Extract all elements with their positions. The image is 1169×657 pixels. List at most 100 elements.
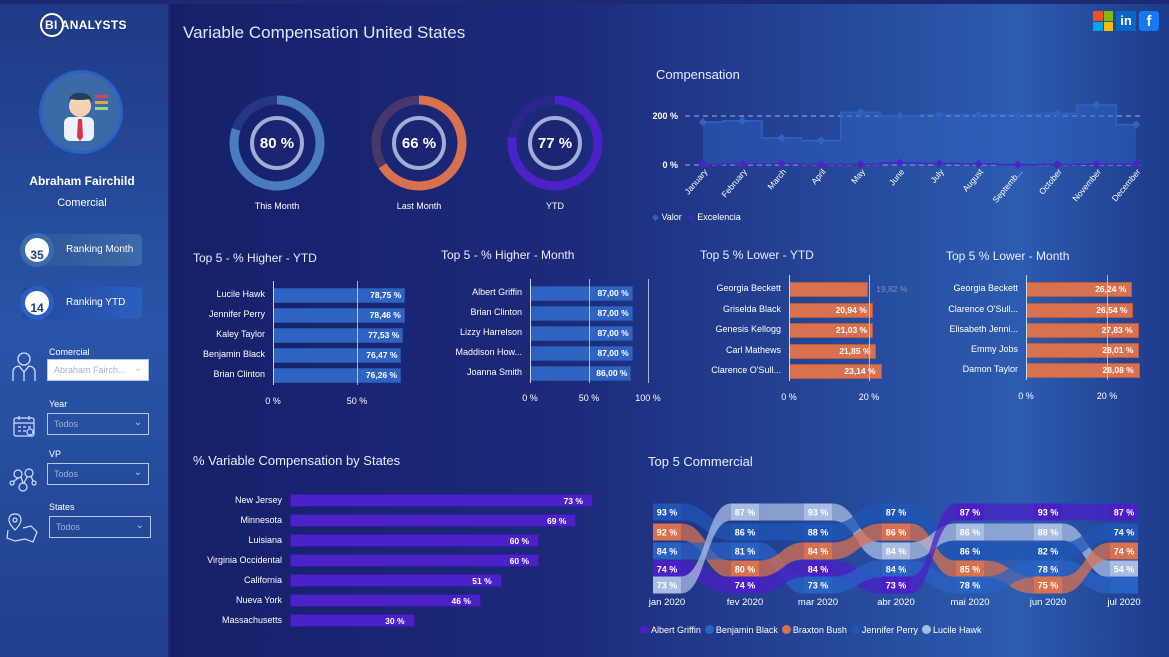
ribbon-block <box>653 523 681 541</box>
legend-dot-icon <box>704 625 714 634</box>
legend-dot-icon <box>850 625 860 634</box>
bar <box>290 554 539 567</box>
profile-role: Comercial <box>57 197 107 209</box>
bar-value: 21,03 % <box>835 325 868 335</box>
ribbon-value: 81 % <box>735 547 756 557</box>
filter-label-vp: VP <box>49 449 62 459</box>
top5-commercial-legend: Albert Griffin Benjamin Black Braxton Bush… <box>640 621 985 639</box>
bar-value: 77,53 % <box>368 330 400 340</box>
ribbon-value: 87 % <box>886 508 907 518</box>
vp-value: Todos <box>54 469 79 479</box>
chevron-down-icon: ⌄ <box>133 467 142 478</box>
chevron-down-icon: ⌄ <box>135 520 144 531</box>
data-point <box>1013 110 1023 120</box>
x-tick-label: fev 2020 <box>727 597 763 608</box>
ribbon-block <box>731 542 759 560</box>
ribbon-block <box>653 542 681 560</box>
x-tick-label: May <box>849 166 867 185</box>
x-tick-label: 100 % <box>635 393 661 403</box>
x-tick-label: jan 2020 <box>648 597 685 608</box>
ribbon-band <box>984 503 1034 521</box>
linkedin-icon[interactable]: in <box>1116 11 1136 31</box>
bar-value: 28,08 % <box>1102 365 1134 375</box>
lower-month-title: Top 5 % Lower - Month <box>946 249 1070 263</box>
x-tick-label: 0 % <box>522 393 538 403</box>
bar-label: Benjamin Black <box>202 349 265 359</box>
bar-value: 20,94 % <box>835 305 867 315</box>
calendar-icon <box>13 416 35 437</box>
ribbon-block <box>1110 523 1138 541</box>
donut-center <box>392 116 446 170</box>
ribbon-value: 93 % <box>657 508 678 518</box>
legend-label: Benjamin Black <box>715 624 778 635</box>
ribbon-band <box>1062 523 1110 560</box>
ranking-month: 35 Ranking Month <box>20 233 142 267</box>
avatar <box>39 70 123 154</box>
ribbon-band <box>910 560 956 594</box>
year-value: Todos <box>54 419 79 429</box>
microsoft-icon[interactable] <box>1093 11 1113 31</box>
logo-text: BI ANALYSTS <box>45 18 127 32</box>
ranking-ytd: 14 Ranking YTD <box>20 286 142 320</box>
ribbon-block <box>956 523 984 541</box>
bar-value: 46 % <box>451 596 471 606</box>
bar-label: Elisabeth Jenni... <box>949 324 1018 334</box>
data-point <box>856 160 865 169</box>
ribbon-value: 82 % <box>1038 547 1059 557</box>
ribbon-band <box>832 523 882 560</box>
logo: BI ANALYSTS <box>40 12 140 38</box>
bar-label: Minnesota <box>240 515 282 525</box>
vp-dropdown[interactable]: Todos ⌄ <box>47 463 149 485</box>
ribbon-block <box>956 576 984 594</box>
legend-valor: ◆ Valor <box>652 212 682 223</box>
network-icon <box>9 468 37 492</box>
x-tick-label: April <box>809 167 828 187</box>
facebook-icon[interactable]: f <box>1139 11 1159 31</box>
ribbon-value: 93 % <box>808 508 829 518</box>
ribbon-band <box>832 503 882 541</box>
ribbon-value: 54 % <box>1114 565 1135 575</box>
ribbon-value: 86 % <box>960 547 981 557</box>
data-point <box>816 160 826 169</box>
ribbon-block <box>882 523 910 541</box>
donut-center <box>528 116 582 170</box>
x-tick-label: mar 2020 <box>798 597 838 608</box>
kpi-label: This Month <box>254 201 300 211</box>
ribbon-block <box>731 523 759 541</box>
comercial-dropdown[interactable]: Abraham Fairch... ⌄ <box>47 359 149 381</box>
ribbon-value: 86 % <box>886 528 907 538</box>
bar-label: Brian Clinton <box>213 369 265 379</box>
legend-dot-icon <box>640 625 649 634</box>
bar-label: Albert Griffin <box>472 287 522 297</box>
states-title: % Variable Compensation by States <box>193 453 401 468</box>
ribbon-block <box>1110 542 1138 560</box>
bar-value: 30 % <box>385 616 405 626</box>
ribbon-block <box>731 560 759 578</box>
x-tick-label: November <box>1070 167 1103 204</box>
ribbon-value: 86 % <box>735 528 756 538</box>
legend-item: Jennifer Perry <box>850 624 918 635</box>
donut-center <box>250 116 304 170</box>
logo-ring <box>40 13 64 37</box>
bar-label: Kaley Taylor <box>216 329 265 339</box>
legend-label: Jennifer Perry <box>861 624 918 635</box>
x-tick-label: 20 % <box>1096 391 1118 401</box>
ribbon-block <box>1110 503 1138 521</box>
legend-item: Albert Griffin <box>640 625 701 635</box>
ribbon-value: 75 % <box>1038 581 1059 591</box>
states-dropdown[interactable]: Todos ⌄ <box>49 516 151 538</box>
ribbon-band <box>681 560 731 594</box>
legend-excelencia: ◆ Excelencia <box>688 212 741 223</box>
chevron-down-icon: ⌄ <box>133 417 142 428</box>
x-tick-label: June <box>887 167 907 188</box>
ribbon-block <box>882 576 910 594</box>
ribbon-band <box>984 523 1034 541</box>
year-dropdown[interactable]: Todos ⌄ <box>47 413 149 435</box>
bar <box>290 594 481 607</box>
ribbon-block <box>731 503 759 521</box>
legend-label: Braxton Bush <box>792 624 847 635</box>
person-icon <box>12 352 36 381</box>
ribbon-value: 86 % <box>960 528 981 538</box>
diamond-icon: ◆ <box>652 212 659 222</box>
bar-label: Emmy Jobs <box>970 344 1018 354</box>
